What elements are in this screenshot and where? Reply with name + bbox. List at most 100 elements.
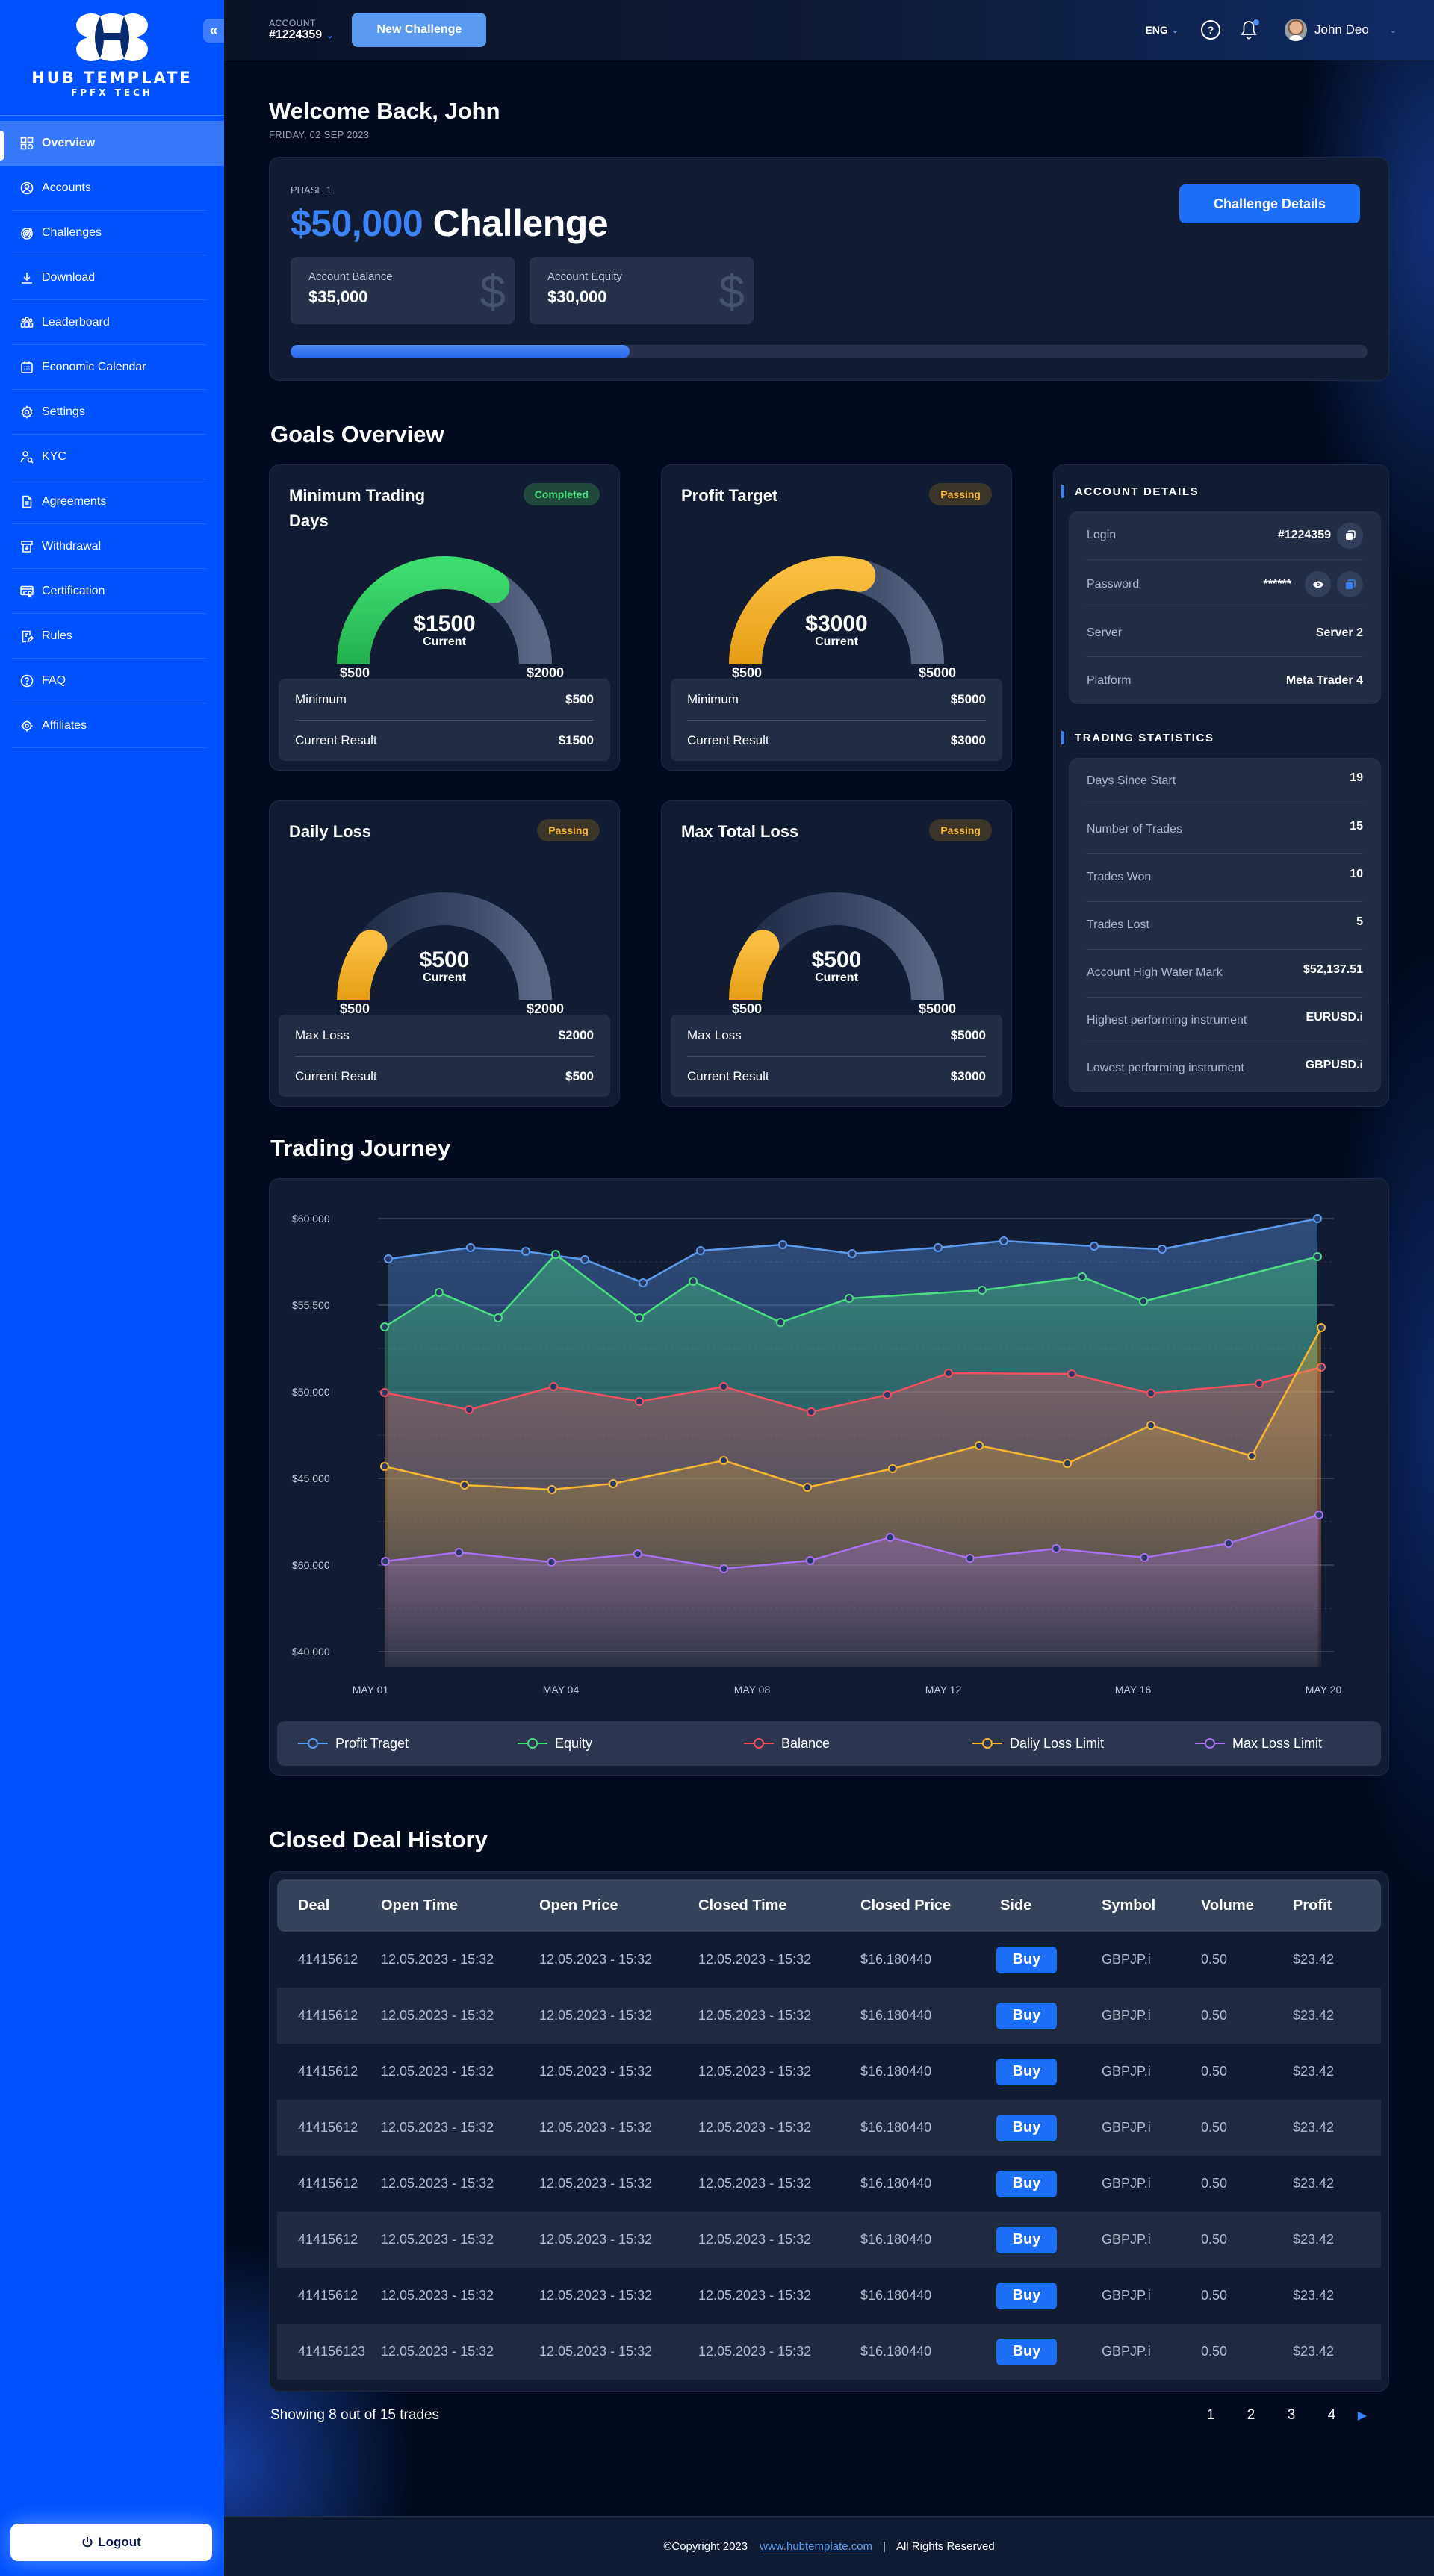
table-row[interactable]: 41415612 12.05.2023 - 15:32 12.05.2023 - 1… bbox=[277, 2268, 1381, 2324]
data-point[interactable] bbox=[609, 1479, 618, 1488]
column-header[interactable]: Closed Price bbox=[860, 1897, 952, 1914]
page-1-button[interactable]: 1 bbox=[1206, 2407, 1215, 2423]
column-header[interactable]: Profit bbox=[1293, 1897, 1332, 1914]
sidebar-item-withdrawal[interactable]: Withdrawal bbox=[0, 524, 224, 569]
data-point[interactable] bbox=[380, 1388, 389, 1397]
sidebar-item-challenges[interactable]: Challenges bbox=[0, 211, 224, 255]
data-point[interactable] bbox=[635, 1313, 644, 1322]
next-page-icon[interactable]: ▶ bbox=[1357, 2409, 1367, 2422]
data-point[interactable] bbox=[689, 1277, 698, 1286]
data-point[interactable] bbox=[1078, 1272, 1087, 1281]
data-point[interactable] bbox=[466, 1243, 475, 1252]
data-point[interactable] bbox=[975, 1441, 984, 1450]
sidebar-item-economic-calendar[interactable]: Economic Calendar bbox=[0, 345, 224, 390]
copy-login-button[interactable] bbox=[1337, 522, 1363, 549]
language-selector[interactable]: ENG ⌄ bbox=[1145, 24, 1179, 36]
sidebar-item-rules[interactable]: Rules bbox=[0, 614, 224, 659]
data-point[interactable] bbox=[719, 1456, 728, 1465]
side-buy-badge[interactable]: Buy bbox=[996, 2226, 1057, 2253]
data-point[interactable] bbox=[380, 1322, 389, 1331]
help-icon[interactable]: ? bbox=[1201, 20, 1220, 40]
sidebar-item-overview[interactable]: Overview bbox=[0, 121, 224, 166]
copy-password-button[interactable] bbox=[1337, 571, 1363, 597]
data-point[interactable] bbox=[807, 1407, 816, 1416]
data-point[interactable] bbox=[778, 1240, 787, 1249]
legend-item[interactable]: Daliy Loss Limit bbox=[972, 1736, 1104, 1752]
data-point[interactable] bbox=[719, 1564, 729, 1573]
data-point[interactable] bbox=[551, 1250, 560, 1259]
data-point[interactable] bbox=[885, 1533, 895, 1542]
sidebar-item-affiliates[interactable]: Affiliates bbox=[0, 703, 224, 748]
sidebar-item-certification[interactable]: Certification bbox=[0, 569, 224, 614]
user-menu[interactable]: John Deo ⌄ bbox=[1285, 19, 1397, 41]
page-3-button[interactable]: 3 bbox=[1287, 2407, 1296, 2423]
data-point[interactable] bbox=[580, 1255, 589, 1264]
data-point[interactable] bbox=[1223, 1539, 1233, 1548]
data-point[interactable] bbox=[1063, 1459, 1072, 1468]
column-header[interactable]: Deal bbox=[298, 1897, 330, 1914]
data-point[interactable] bbox=[1313, 1214, 1322, 1223]
side-buy-badge[interactable]: Buy bbox=[996, 2058, 1057, 2085]
data-point[interactable] bbox=[639, 1278, 648, 1287]
data-point[interactable] bbox=[435, 1288, 444, 1297]
column-header[interactable]: Symbol bbox=[1102, 1897, 1156, 1914]
data-point[interactable] bbox=[454, 1548, 464, 1557]
side-buy-badge[interactable]: Buy bbox=[996, 2170, 1057, 2197]
data-point[interactable] bbox=[719, 1382, 728, 1391]
table-row[interactable]: 41415612 12.05.2023 - 15:32 12.05.2023 - 1… bbox=[277, 1932, 1381, 1988]
data-point[interactable] bbox=[696, 1246, 705, 1255]
sidebar-item-agreements[interactable]: Agreements bbox=[0, 479, 224, 524]
data-point[interactable] bbox=[1313, 1252, 1322, 1261]
data-point[interactable] bbox=[1158, 1245, 1167, 1254]
data-point[interactable] bbox=[460, 1481, 469, 1490]
brand-logo[interactable]: HUB TEMPLATE FPFX TECH « bbox=[0, 0, 224, 116]
logout-button[interactable]: Logout bbox=[10, 2524, 212, 2561]
data-point[interactable] bbox=[494, 1313, 503, 1322]
table-row[interactable]: 41415612 12.05.2023 - 15:32 12.05.2023 - 1… bbox=[277, 2212, 1381, 2268]
table-row[interactable]: 41415612 12.05.2023 - 15:32 12.05.2023 - 1… bbox=[277, 2100, 1381, 2156]
data-point[interactable] bbox=[999, 1236, 1008, 1245]
data-point[interactable] bbox=[805, 1556, 815, 1565]
new-challenge-button[interactable]: New Challenge bbox=[352, 13, 487, 47]
data-point[interactable] bbox=[1146, 1389, 1155, 1398]
sidebar-item-kyc[interactable]: KYC bbox=[0, 435, 224, 479]
data-point[interactable] bbox=[465, 1405, 474, 1414]
challenge-details-button[interactable]: Challenge Details bbox=[1179, 184, 1360, 223]
notification-bell-icon[interactable] bbox=[1240, 19, 1259, 40]
data-point[interactable] bbox=[803, 1483, 812, 1492]
data-point[interactable] bbox=[633, 1549, 642, 1558]
table-row[interactable]: 414156123 12.05.2023 - 15:32 12.05.2023 - … bbox=[277, 2324, 1381, 2380]
data-point[interactable] bbox=[1247, 1452, 1256, 1460]
data-point[interactable] bbox=[978, 1286, 987, 1295]
sidebar-item-faq[interactable]: FAQ bbox=[0, 659, 224, 703]
column-header[interactable]: Side bbox=[1000, 1897, 1032, 1914]
sidebar-item-accounts[interactable]: Accounts bbox=[0, 166, 224, 211]
data-point[interactable] bbox=[380, 1462, 389, 1471]
side-buy-badge[interactable]: Buy bbox=[996, 2002, 1057, 2029]
data-point[interactable] bbox=[1090, 1242, 1099, 1251]
sidebar-item-download[interactable]: Download bbox=[0, 255, 224, 300]
website-link[interactable]: www.hubtemplate.com bbox=[760, 2540, 873, 2553]
page-2-button[interactable]: 2 bbox=[1247, 2407, 1255, 2423]
data-point[interactable] bbox=[776, 1318, 785, 1327]
legend-item[interactable]: Balance bbox=[744, 1736, 830, 1752]
column-header[interactable]: Volume bbox=[1201, 1897, 1254, 1914]
data-point[interactable] bbox=[1139, 1297, 1148, 1306]
data-point[interactable] bbox=[549, 1382, 558, 1391]
data-point[interactable] bbox=[1140, 1553, 1149, 1562]
data-point[interactable] bbox=[521, 1247, 530, 1256]
sidebar-item-settings[interactable]: Settings bbox=[0, 390, 224, 435]
data-point[interactable] bbox=[384, 1254, 393, 1263]
data-point[interactable] bbox=[547, 1558, 556, 1567]
table-row[interactable]: 41415612 12.05.2023 - 15:32 12.05.2023 - 1… bbox=[277, 1988, 1381, 2044]
collapse-sidebar-button[interactable]: « bbox=[203, 19, 224, 43]
data-point[interactable] bbox=[883, 1390, 892, 1399]
legend-item[interactable]: Equity bbox=[518, 1736, 592, 1752]
column-header[interactable]: Open Time bbox=[381, 1897, 458, 1914]
data-point[interactable] bbox=[888, 1464, 897, 1473]
data-point[interactable] bbox=[965, 1554, 975, 1563]
column-header[interactable]: Open Price bbox=[539, 1897, 618, 1914]
sidebar-item-leaderboard[interactable]: Leaderboard bbox=[0, 300, 224, 345]
table-row[interactable]: 41415612 12.05.2023 - 15:32 12.05.2023 - 1… bbox=[277, 2156, 1381, 2212]
data-point[interactable] bbox=[944, 1369, 953, 1378]
